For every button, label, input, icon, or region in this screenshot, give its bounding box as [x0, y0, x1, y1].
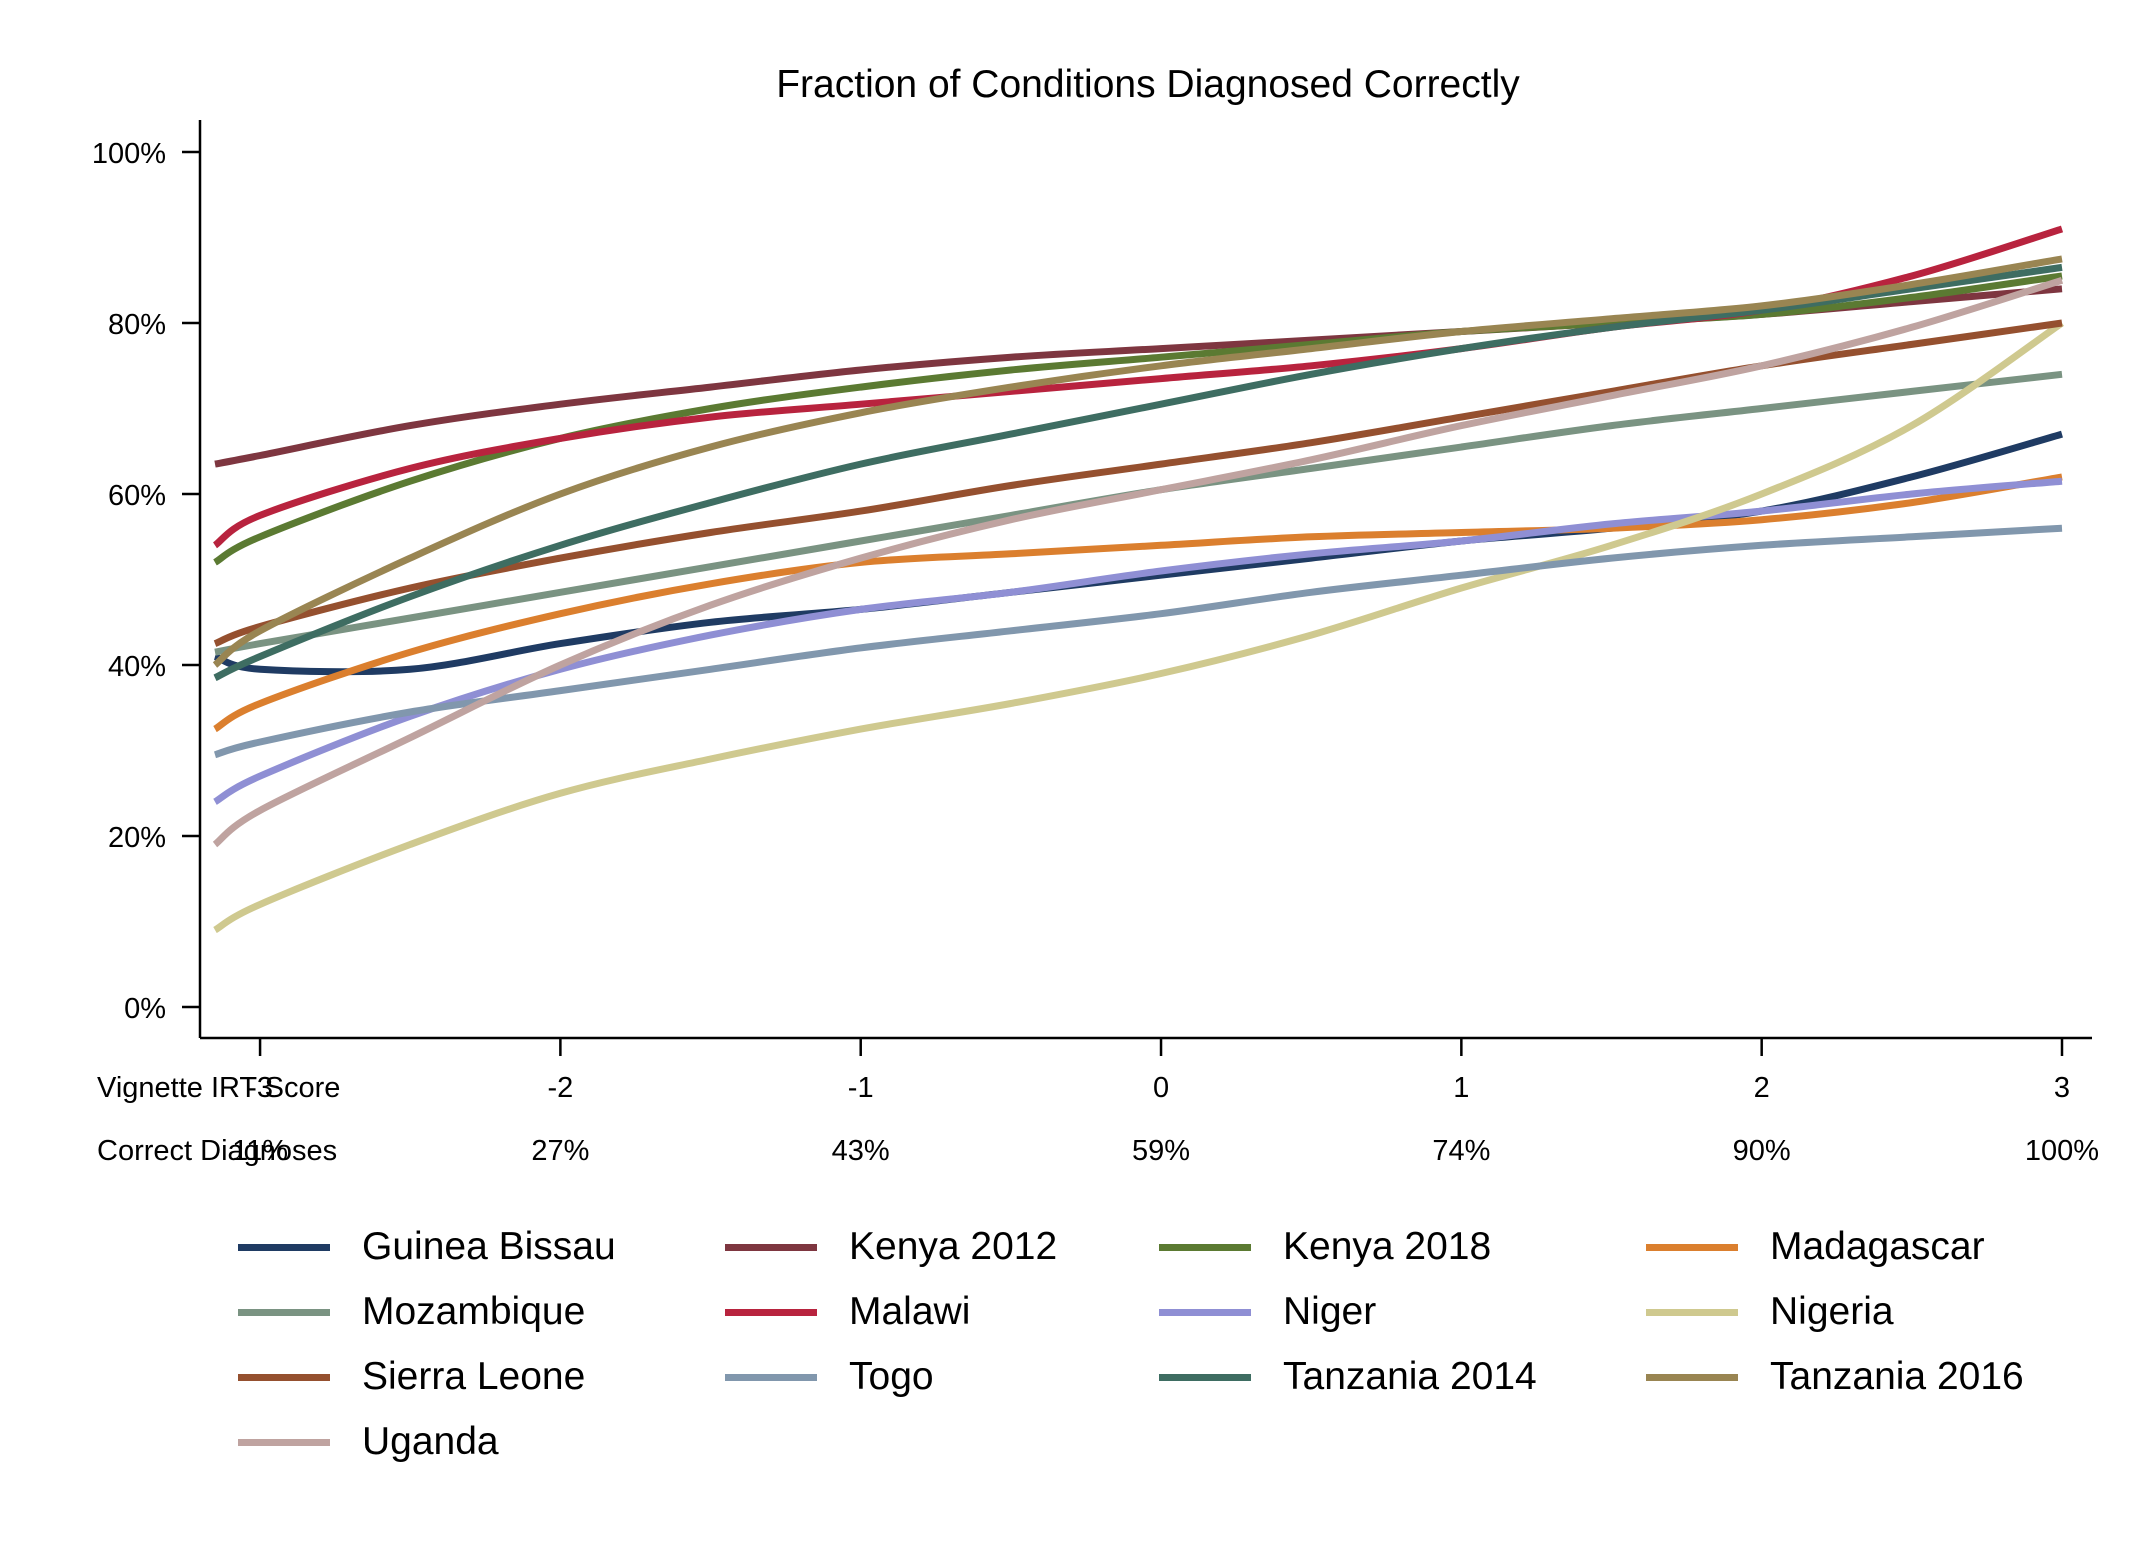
x-tick-label: 11% [232, 1135, 288, 1167]
legend-item: Tanzania 2016 [1646, 1355, 2098, 1398]
series-line-nigeria [213, 320, 2064, 934]
legend-label: Tanzania 2014 [1283, 1355, 1537, 1398]
legend-swatch [1159, 1308, 1251, 1316]
legend-swatch [1646, 1308, 1738, 1316]
x-tick-label: 43% [832, 1135, 890, 1167]
series-line-tanzania-2014 [213, 263, 2063, 681]
chart-title: Fraction of Conditions Diagnosed Correct… [776, 63, 1520, 106]
series-line-uganda [212, 276, 2064, 848]
legend-item: Sierra Leone [238, 1355, 725, 1398]
legend-item: Mozambique [238, 1290, 725, 1333]
y-tick-label: 60% [108, 480, 166, 512]
series-line-togo [213, 524, 2063, 759]
legend-swatch [238, 1243, 330, 1251]
legend-label: Uganda [362, 1420, 499, 1463]
legend-label: Malawi [849, 1290, 971, 1333]
series-line-kenya-2018 [213, 272, 2063, 566]
series-line-madagascar [213, 473, 2063, 733]
y-tick-label: 80% [108, 309, 166, 341]
y-tick-label: 40% [108, 651, 166, 683]
legend-swatch [1159, 1373, 1251, 1381]
y-tick-label: 100% [92, 138, 166, 170]
legend-label: Niger [1283, 1290, 1377, 1333]
x-tick-label: 1 [1453, 1072, 1469, 1104]
legend-item: Kenya 2018 [1159, 1225, 1646, 1268]
legend: Guinea Bissau Kenya 2012 Kenya 2018 Madagas… [238, 1225, 2098, 1463]
legend-swatch [1646, 1243, 1738, 1251]
legend-item: Togo [725, 1355, 1159, 1398]
legend-item: Tanzania 2014 [1159, 1355, 1646, 1398]
axes [198, 120, 2092, 1040]
x-tick-label: -2 [547, 1072, 573, 1104]
y-tick-label: 20% [108, 822, 166, 854]
x-tick-label: 2 [1754, 1072, 1770, 1104]
x-tick-label: 74% [1432, 1135, 1490, 1167]
series-line-tanzania-2016 [212, 255, 2063, 668]
legend-label: Mozambique [362, 1290, 586, 1333]
legend-item: Nigeria [1646, 1290, 2098, 1333]
legend-item: Malawi [725, 1290, 1159, 1333]
legend-swatch [238, 1373, 330, 1381]
legend-swatch [238, 1308, 330, 1316]
x-tick-label: 90% [1733, 1135, 1791, 1167]
legend-swatch [1159, 1243, 1251, 1251]
x-tick-label: 0 [1153, 1072, 1169, 1104]
legend-label: Guinea Bissau [362, 1225, 616, 1268]
x-row-label: Vignette IRT Score [97, 1072, 340, 1104]
legend-label: Kenya 2012 [849, 1225, 1058, 1268]
legend-label: Nigeria [1770, 1290, 1894, 1333]
x-tick-label: -3 [247, 1072, 273, 1104]
x-row-label: Correct Diagnoses [97, 1135, 337, 1167]
legend-label: Kenya 2018 [1283, 1225, 1492, 1268]
legend-swatch [725, 1243, 817, 1251]
legend-swatch [725, 1373, 817, 1381]
legend-item: Kenya 2012 [725, 1225, 1159, 1268]
x-tick-label: 59% [1132, 1135, 1190, 1167]
tick-layer: 0% 20% 40% 60% 80% 100% Vignette IRT Score-3 -2… [92, 138, 2099, 1167]
series-line-niger [213, 477, 2063, 805]
legend-label: Sierra Leone [362, 1355, 586, 1398]
legend-swatch [238, 1438, 330, 1446]
legend-label: Tanzania 2016 [1770, 1355, 2024, 1398]
legend-swatch [725, 1308, 817, 1316]
legend-item: Guinea Bissau [238, 1225, 725, 1268]
legend-item: Uganda [238, 1420, 725, 1463]
legend-item: Madagascar [1646, 1225, 2098, 1268]
x-tick-label: 27% [531, 1135, 589, 1167]
series-layer [212, 225, 2064, 934]
y-tick-label: 0% [124, 993, 166, 1025]
series-line-malawi [212, 225, 2064, 549]
x-tick-label: 3 [2054, 1072, 2070, 1104]
legend-label: Togo [849, 1355, 934, 1398]
legend-item: Niger [1159, 1290, 1646, 1333]
legend-label: Madagascar [1770, 1225, 1985, 1268]
x-tick-label: 100% [2025, 1135, 2099, 1167]
x-tick-label: -1 [848, 1072, 874, 1104]
legend-swatch [1646, 1373, 1738, 1381]
